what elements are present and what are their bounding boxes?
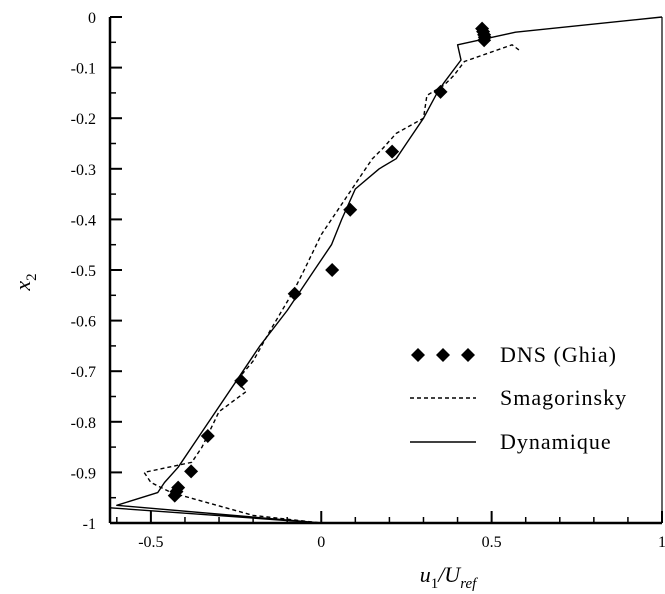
x-tick-label: -0.5 <box>138 534 163 551</box>
legend: DNS (Ghia) Smagorinsky Dynamique <box>410 342 627 454</box>
y-tick-label: -0.7 <box>71 364 96 381</box>
y-axis: 0 -0.1 -0.2 -0.3 -0.4 -0.5 -0.6 -0.7 -0.8 -0.9 -1 <box>71 10 122 533</box>
dns-ghia-point <box>287 286 302 301</box>
dns-ghia-point <box>433 84 448 99</box>
plot-area <box>109 16 663 524</box>
x-tick-label: 0 <box>317 534 325 551</box>
y-tick-label: -0.4 <box>71 212 96 229</box>
x-tick-label: 1 <box>658 534 665 551</box>
legend-label: Dynamique <box>500 429 612 454</box>
dynamique-line <box>109 16 663 524</box>
y-tick-label: -0.3 <box>71 162 96 179</box>
dns-ghia-markers <box>167 21 492 503</box>
x-axis-label: u1/Uref <box>420 562 478 592</box>
dns-ghia-point <box>200 428 215 443</box>
legend-label: Smagorinsky <box>500 385 627 410</box>
y-tick-label: 0 <box>88 10 96 27</box>
y-tick-label: -0.6 <box>71 314 96 331</box>
smagorinsky-line <box>143 44 520 524</box>
dns-ghia-point <box>477 33 492 48</box>
y-tick-label: -1 <box>83 516 96 533</box>
y-tick-label: -0.2 <box>71 111 96 128</box>
dns-ghia-point <box>234 373 249 388</box>
legend-marker-diamond <box>436 348 450 362</box>
legend-marker-diamond <box>411 348 425 362</box>
y-tick-label: -0.1 <box>71 61 96 78</box>
dns-ghia-point <box>385 144 400 159</box>
y-axis-label: x2 <box>10 273 40 291</box>
legend-label: DNS (Ghia) <box>500 342 617 367</box>
x-tick-label: 0.5 <box>482 534 502 551</box>
y-tick-label: -0.5 <box>71 263 96 280</box>
dns-ghia-point <box>184 464 199 479</box>
x-axis: -0.5 0 0.5 1 <box>116 511 665 551</box>
legend-marker-diamond <box>461 348 475 362</box>
dns-ghia-point <box>343 202 358 217</box>
dns-ghia-point <box>167 488 182 503</box>
y-tick-label: -0.8 <box>71 415 96 432</box>
dns-ghia-point <box>325 263 340 277</box>
y-tick-label: -0.9 <box>71 465 96 482</box>
